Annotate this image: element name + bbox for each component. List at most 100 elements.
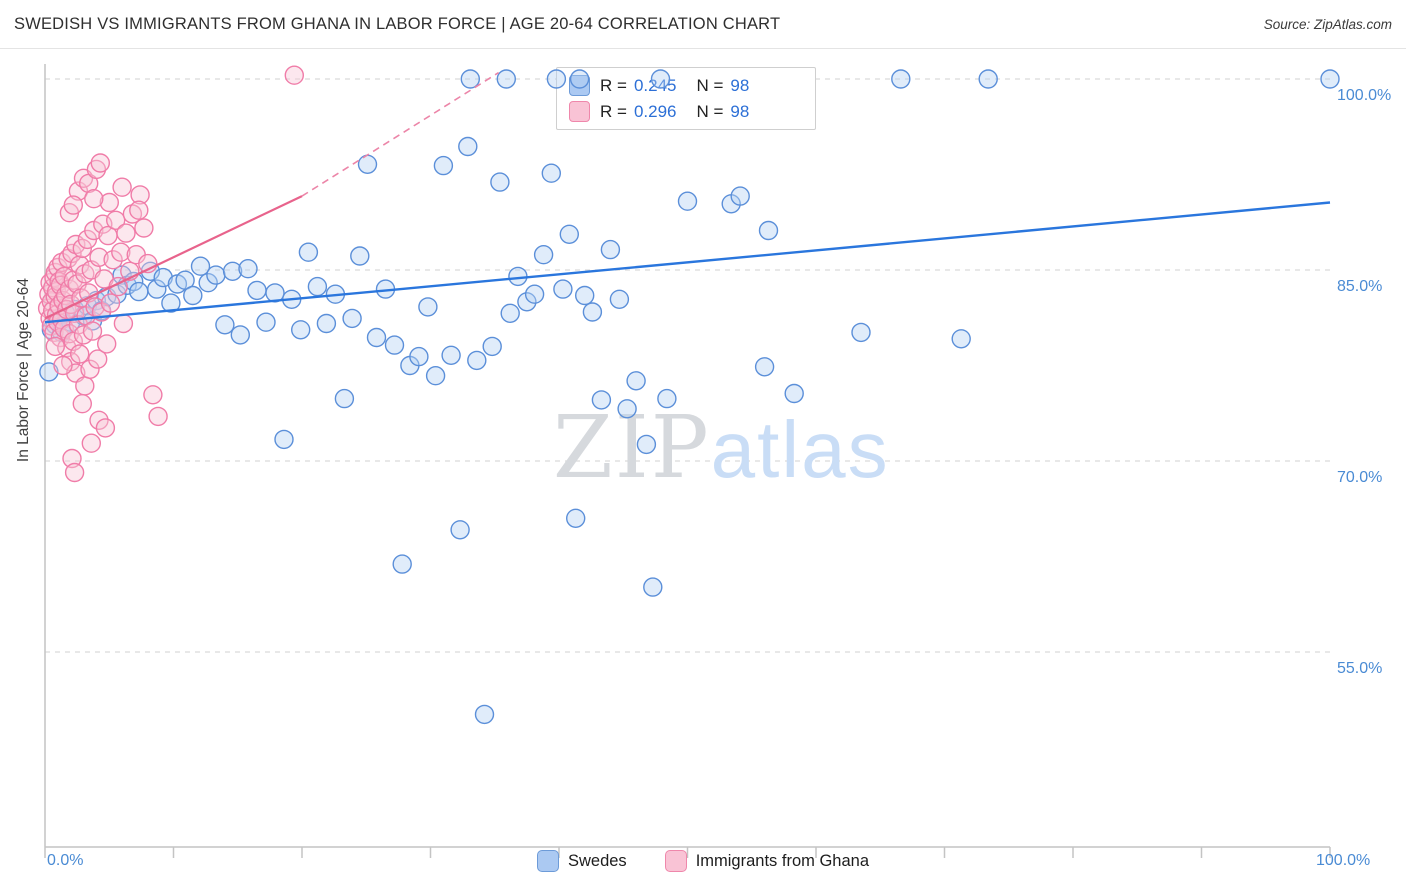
correlation-stats-box: R = 0.245 N = 98 R = 0.296 N = 98	[556, 67, 816, 130]
scatter-point-ghana	[53, 355, 73, 376]
scatter-point-swedes	[82, 311, 103, 331]
scatter-point-swedes	[474, 704, 495, 725]
scatter-point-swedes	[91, 301, 112, 321]
swedes-n-label: N =	[696, 75, 724, 95]
scatter-point-swedes	[48, 308, 68, 329]
legend-item-swedes: Swedes	[536, 850, 627, 872]
scatter-point-ghana	[116, 223, 136, 243]
scatter-point-swedes	[609, 289, 630, 309]
scatter-point-ghana	[71, 288, 91, 308]
ghana-n-value: 98	[730, 101, 750, 121]
scatter-point-ghana	[64, 303, 85, 323]
scatter-point-ghana	[48, 312, 68, 332]
scatter-point-swedes	[274, 429, 294, 450]
scatter-point-swedes	[677, 191, 698, 211]
scatter-point-ghana	[93, 214, 113, 234]
scatter-point-ghana	[98, 225, 118, 246]
scatter-point-swedes	[643, 577, 663, 597]
scatter-point-ghana	[112, 177, 132, 197]
scatter-point-ghana	[108, 276, 128, 297]
y-tick-85: 85.0%	[1337, 278, 1383, 295]
scatter-point-ghana	[49, 271, 69, 292]
scatter-point-swedes	[222, 261, 243, 281]
scatter-point-ghana	[76, 306, 96, 326]
scatter-point-ghana	[148, 406, 168, 427]
scatter-point-ghana	[43, 301, 63, 321]
scatter-point-swedes	[140, 261, 161, 281]
scatter-point-ghana	[86, 159, 107, 180]
scatter-point-ghana	[78, 283, 99, 303]
scatter-point-swedes	[375, 279, 396, 299]
scatter-point-ghana	[73, 168, 94, 189]
scatter-point-ghana	[81, 433, 102, 453]
scatter-point-ghana	[52, 252, 72, 273]
swedes-legend-swatch	[536, 850, 559, 872]
scatter-point-ghana	[52, 310, 72, 330]
ghana-r-value: 0.296	[633, 101, 677, 121]
scatter-point-ghana	[45, 262, 65, 283]
scatter-point-ghana	[63, 195, 84, 215]
scatter-point-swedes	[291, 320, 311, 340]
scatter-point-ghana	[89, 247, 109, 267]
ghana-swatch	[569, 101, 590, 122]
scatter-point-ghana	[41, 316, 62, 336]
scatter-point-ghana	[85, 297, 105, 317]
scatter-point-swedes	[282, 289, 302, 309]
scatter-point-swedes	[256, 312, 276, 332]
scatter-point-swedes	[198, 273, 218, 293]
scatter-point-swedes	[626, 371, 646, 391]
legend-item-ghana: Immigrants from Ghana	[664, 850, 869, 872]
scatter-point-ghana	[96, 334, 117, 354]
scatter-point-ghana	[55, 285, 76, 306]
scatter-point-ghana	[126, 244, 146, 265]
scatter-point-swedes	[215, 315, 235, 335]
scatter-point-ghana	[284, 65, 304, 85]
watermark: ZIPatlas	[553, 405, 890, 491]
scatter-point-ghana	[105, 210, 126, 231]
scatter-point-ghana	[72, 394, 93, 414]
scatter-point-ghana	[68, 181, 89, 201]
scatter-point-swedes	[409, 346, 429, 367]
scatter-point-swedes	[508, 266, 528, 287]
scatter-point-ghana	[59, 202, 80, 223]
swedes-n-value: 98	[730, 75, 750, 95]
scatter-point-swedes	[460, 69, 480, 89]
source-attribution: Source: ZipAtlas.com	[1263, 16, 1392, 32]
scatter-point-ghana	[66, 234, 86, 255]
scatter-point-swedes	[392, 554, 412, 574]
page-header: SWEDISH VS IMMIGRANTS FROM GHANA IN LABO…	[0, 0, 1406, 49]
scatter-point-swedes	[441, 345, 461, 365]
scatter-point-ghana	[73, 325, 94, 345]
scatter-point-ghana	[58, 248, 78, 269]
x-tick-0: 0.0%	[47, 852, 84, 869]
scatter-point-swedes	[851, 322, 871, 343]
scatter-point-swedes	[357, 154, 378, 175]
scatter-point-ghana	[59, 279, 80, 299]
y-tick-100: 100.0%	[1337, 87, 1392, 104]
scatter-point-swedes	[316, 313, 337, 334]
scatter-point-swedes	[342, 308, 362, 329]
scatter-point-swedes	[978, 69, 998, 89]
scatter-point-ghana	[49, 296, 69, 316]
scatter-point-swedes	[247, 280, 267, 301]
scatter-point-ghana	[45, 287, 65, 307]
scatter-point-ghana	[41, 292, 62, 312]
scatter-point-ghana	[72, 238, 93, 259]
scatter-point-ghana	[81, 260, 102, 280]
scatter-point-ghana	[54, 266, 75, 287]
scatter-point-swedes	[575, 285, 595, 306]
scatter-point-swedes	[238, 259, 258, 279]
scatter-point-swedes	[559, 224, 579, 245]
scatter-point-ghana	[48, 257, 68, 278]
scatter-point-ghana	[68, 315, 89, 335]
scatter-point-ghana	[100, 293, 121, 313]
scatter-point-swedes	[64, 299, 85, 320]
scatter-point-ghana	[67, 274, 87, 294]
scatter-point-swedes	[458, 136, 478, 157]
scatter-point-ghana	[89, 410, 109, 430]
scatter-point-swedes	[433, 155, 454, 176]
scatter-point-ghana	[90, 153, 111, 173]
scatter-point-swedes	[41, 320, 62, 340]
ghana-legend-swatch	[664, 850, 687, 872]
